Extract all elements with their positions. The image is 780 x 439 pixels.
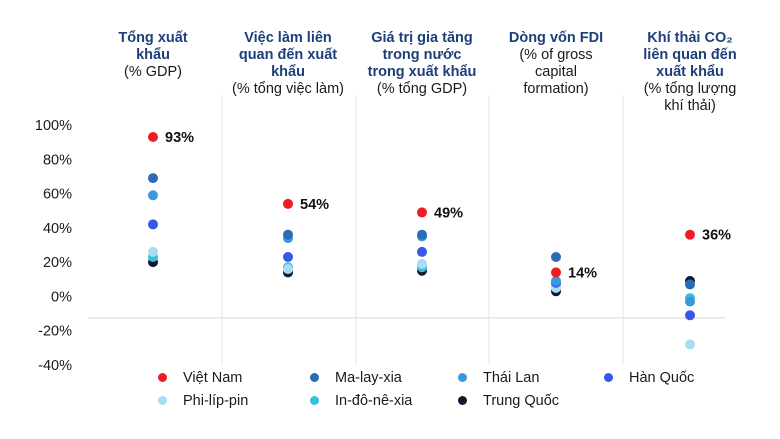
data-point — [148, 190, 158, 201]
legend-label: Trung Quốc — [483, 393, 560, 409]
data-point — [148, 173, 158, 184]
legend-label: Hàn Quốc — [629, 370, 695, 386]
column-title-line: Dòng vốn FDI — [508, 30, 604, 46]
data-point — [283, 252, 293, 262]
data-label: 36% — [702, 228, 731, 244]
legend-marker — [158, 372, 167, 382]
data-point — [417, 246, 427, 257]
y-tick-label: -40% — [38, 358, 72, 374]
data-point — [551, 267, 561, 278]
y-tick-label: 40% — [43, 221, 72, 237]
column-subtitle-line: (% of gross — [519, 47, 593, 63]
column-title: Dòng vốn FDI (% of gross capital formation) — [497, 30, 615, 98]
data-point — [551, 276, 561, 286]
column-subtitle-line: (% tổng GDP) — [376, 81, 468, 97]
column-subtitle-line: (% GDP) — [124, 64, 182, 80]
y-tick-label: 0% — [51, 289, 72, 305]
data-label: 49% — [434, 205, 463, 221]
legend-label: Thái Lan — [483, 370, 540, 386]
legend-marker — [458, 372, 467, 382]
column-title: Giá trị gia tăng trong nước trong xuất khẩ… — [357, 30, 487, 98]
column-title-line: xuất khẩu — [656, 64, 724, 80]
data-point — [685, 296, 695, 307]
legend-marker — [158, 395, 167, 405]
column-subtitle-line: formation) — [523, 81, 589, 97]
legend-item: Phi-líp-pin — [158, 393, 248, 409]
data-label: 93% — [165, 130, 194, 146]
column-title-line: quan đến xuất — [238, 47, 338, 63]
legend-label: Việt Nam — [183, 370, 243, 386]
column-title: Khí thải CO₂ liên quan đến xuất khẩu (% tổn… — [630, 30, 750, 115]
legend-label: In-đô-nê-xia — [335, 393, 413, 409]
column-title-line: liên quan đến — [643, 47, 737, 63]
column-title-line: Khí thải CO₂ — [647, 30, 733, 46]
column-title-line: khẩu — [136, 47, 170, 63]
column-title-line: trong xuất khẩu — [367, 64, 477, 80]
legend-label: Phi-líp-pin — [183, 393, 249, 409]
data-point — [685, 310, 695, 321]
column-title: Việc làm liên quan đến xuất khẩu (% tổng vi… — [223, 30, 353, 98]
legend-item: Thái Lan — [458, 370, 539, 386]
y-tick-label: 100% — [35, 118, 72, 134]
legend-item: Hàn Quốc — [604, 370, 694, 386]
data-point — [417, 229, 427, 240]
column-subtitle-line: capital — [535, 64, 577, 80]
legend-marker — [604, 372, 613, 382]
data-point — [148, 246, 158, 257]
column-title-line: Việc làm liên — [244, 30, 332, 46]
data-point — [283, 229, 293, 240]
y-tick-label: 60% — [43, 187, 72, 203]
column-title-line: Tổng xuất — [118, 30, 188, 46]
column-subtitle-line: (% tổng việc làm) — [231, 81, 344, 97]
column-title-line: Giá trị gia tăng — [371, 30, 473, 46]
data-point — [283, 198, 293, 209]
column-title-line: khẩu — [271, 64, 305, 80]
legend-label: Ma-lay-xia — [335, 370, 402, 386]
legend-item: In-đô-nê-xia — [310, 393, 412, 409]
column-title: Tổng xuất khẩu (% GDP) — [88, 30, 218, 81]
column-subtitle-line: khí thải) — [664, 98, 716, 114]
legend-item: Ma-lay-xia — [310, 370, 402, 386]
data-point — [685, 279, 695, 290]
data-point — [148, 219, 158, 230]
legend-marker — [458, 395, 467, 405]
legend-marker — [310, 395, 319, 405]
data-label: 54% — [300, 197, 329, 213]
y-tick-label: -20% — [38, 324, 72, 340]
y-tick-label: 20% — [43, 255, 72, 271]
data-point — [417, 207, 427, 218]
legend-item: Trung Quốc — [458, 393, 559, 409]
column-subtitle-line: (% tổng lượng — [643, 81, 737, 97]
legend-marker — [310, 372, 319, 382]
column-title-line: trong nước — [382, 47, 462, 63]
data-point — [283, 264, 293, 274]
legend-item: Việt Nam — [158, 370, 242, 386]
data-point — [551, 252, 561, 262]
data-point — [148, 132, 158, 142]
y-tick-label: 80% — [43, 152, 72, 168]
data-point — [685, 339, 695, 350]
data-label: 14% — [568, 265, 597, 281]
data-point — [417, 258, 427, 269]
data-point — [685, 229, 695, 240]
